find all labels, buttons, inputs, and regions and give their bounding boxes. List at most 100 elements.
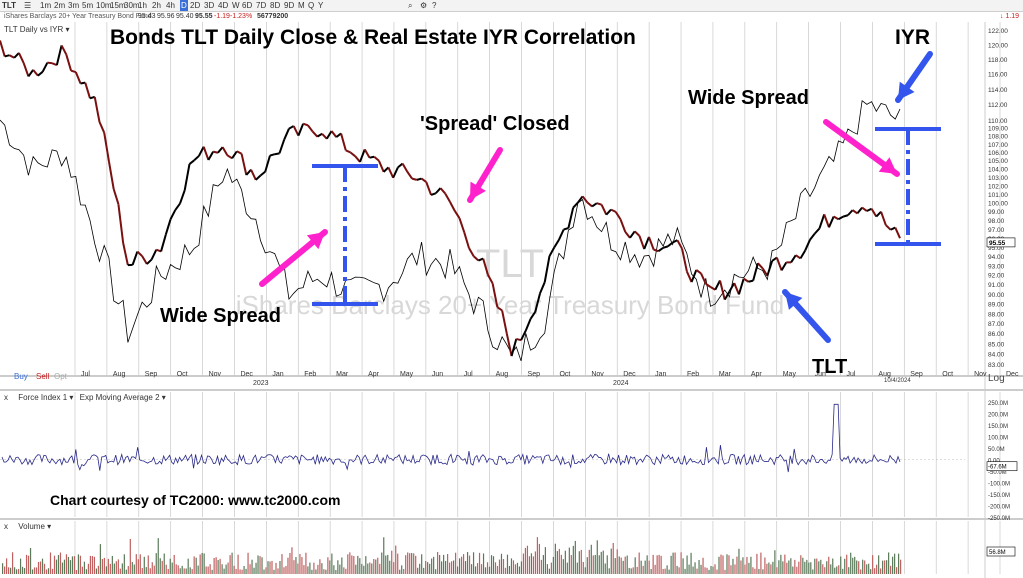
chart-menu-icon[interactable]: ☰: [24, 1, 32, 10]
force-close-icon[interactable]: x: [4, 393, 8, 402]
volume-bar: [141, 568, 143, 574]
volume-bar: [107, 558, 109, 574]
volume-bar: [634, 557, 636, 574]
volume-bar: [680, 552, 682, 574]
volume-bar: [193, 556, 195, 574]
volume-bar: [299, 554, 301, 574]
volume-bar: [530, 553, 533, 574]
timeframe-M[interactable]: M: [298, 1, 305, 10]
volume-bar: [127, 566, 129, 574]
tlt-line-segment: [363, 148, 371, 159]
timeframe-D[interactable]: D: [180, 0, 188, 11]
volume-bar: [271, 560, 273, 574]
change-value: -1.19: [214, 13, 230, 20]
volume-bar: [165, 564, 167, 574]
timeframe-8D[interactable]: 8D: [270, 1, 281, 10]
volume-bar: [397, 553, 399, 574]
timeframe-10m[interactable]: 10m: [96, 1, 112, 10]
volume-bar: [385, 555, 387, 574]
timeframe-2h[interactable]: 2h: [152, 1, 161, 10]
gear-icon[interactable]: ⚙: [420, 1, 428, 10]
month-tick-label: Dec: [240, 371, 253, 378]
tlt-line-segment: [501, 310, 508, 334]
timeframe-3D[interactable]: 3D: [204, 1, 215, 10]
tlt-line-segment: [264, 155, 271, 172]
timeframe-1h[interactable]: 1h: [138, 1, 147, 10]
volume-bar: [836, 566, 838, 574]
timeframe-Y[interactable]: Y: [318, 1, 324, 10]
volume-bar: [423, 567, 425, 574]
volume-bar: [403, 568, 405, 574]
timeframe-2D[interactable]: 2D: [190, 1, 201, 10]
volume-bar: [750, 556, 752, 574]
opt-button[interactable]: Opt: [54, 372, 67, 381]
tlt-line-segment: [548, 247, 556, 257]
tlt-label: TLT: [812, 356, 847, 378]
volume-bar: [830, 564, 832, 574]
volume-bar: [560, 554, 562, 574]
volume-bar: [518, 566, 521, 574]
sell-button[interactable]: Sell: [36, 372, 50, 381]
volume-bar: [548, 568, 550, 574]
volume-bar: [506, 554, 509, 574]
volume-bar: [598, 555, 600, 574]
force-index-label[interactable]: Force Index 1: [18, 393, 68, 402]
timeframe-1m[interactable]: 1m: [40, 1, 52, 10]
year-label: 2023: [253, 380, 269, 387]
timeframe-4h[interactable]: 4h: [166, 1, 175, 10]
tlt-line-segment: [728, 282, 736, 292]
buy-button[interactable]: Buy: [14, 372, 28, 381]
timeframe-Q[interactable]: Q: [308, 1, 315, 10]
tlt-line-segment: [723, 290, 731, 301]
volume-bar: [894, 553, 896, 574]
volume-value: 56779200: [257, 13, 289, 20]
tlt-line-segment: [397, 162, 404, 169]
volume-bar: [674, 552, 676, 574]
volume-bar: [205, 566, 207, 574]
tlt-line-segment: [146, 258, 153, 265]
volume-bar: [856, 560, 858, 574]
volume-bar: [447, 554, 449, 574]
timeframe-15m[interactable]: 15m: [110, 1, 126, 10]
volume-close-icon[interactable]: x: [4, 522, 8, 531]
month-tick-label: Jun: [815, 371, 826, 378]
timeframe-9D[interactable]: 9D: [284, 1, 295, 10]
timeframe-2m[interactable]: 2m: [54, 1, 66, 10]
symbol-box[interactable]: TLT: [2, 1, 17, 10]
volume-bar: [17, 568, 20, 574]
toolbar: TLT ☰ 1m 2m 3m 5m 10m 15m 30m 1h 2h 4h D 2D 3D 4D W 6D 7…: [0, 0, 1023, 12]
tlt-line-segment: [875, 211, 882, 218]
tlt-line-segment: [596, 202, 602, 206]
month-tick-label: Feb: [304, 371, 316, 378]
search-icon[interactable]: ⌕: [408, 1, 413, 10]
iyr-line: [0, 99, 901, 362]
volume-bar: [59, 552, 62, 574]
tlt-line-segment: [103, 132, 110, 162]
price-tick-label: 98.00: [988, 218, 1005, 225]
timeframe-7D[interactable]: 7D: [256, 1, 267, 10]
ema-label[interactable]: Exp Moving Average 2: [79, 393, 160, 402]
tlt-line-segment: [193, 155, 200, 162]
timeframe-4D[interactable]: 4D: [218, 1, 229, 10]
volume-bar: [682, 558, 684, 574]
volume-bar: [748, 562, 750, 574]
volume-label[interactable]: Volume: [18, 522, 45, 531]
price-tick-label: 88.00: [988, 311, 1005, 318]
volume-bar: [179, 568, 181, 574]
volume-bar: [900, 559, 902, 574]
tlt-line-segment: [453, 210, 461, 219]
tlt-line-segment: [378, 160, 385, 173]
help-icon[interactable]: ?: [432, 1, 437, 10]
timeframe-30m[interactable]: 30m: [124, 1, 140, 10]
timeframe-W[interactable]: W: [232, 1, 240, 10]
volume-bar: [592, 555, 594, 574]
timeframe-6D[interactable]: 6D: [242, 1, 253, 10]
log-toggle[interactable]: Log: [988, 373, 1005, 384]
timeframe-3m[interactable]: 3m: [68, 1, 80, 10]
timeframe-5m[interactable]: 5m: [82, 1, 94, 10]
tlt-line-segment: [65, 54, 73, 71]
volume-bar: [451, 561, 453, 574]
tlt-line-segment: [847, 209, 854, 216]
volume-bar: [177, 565, 179, 574]
price-panel-label[interactable]: TLT Daily vs IYR ▾: [4, 25, 70, 34]
